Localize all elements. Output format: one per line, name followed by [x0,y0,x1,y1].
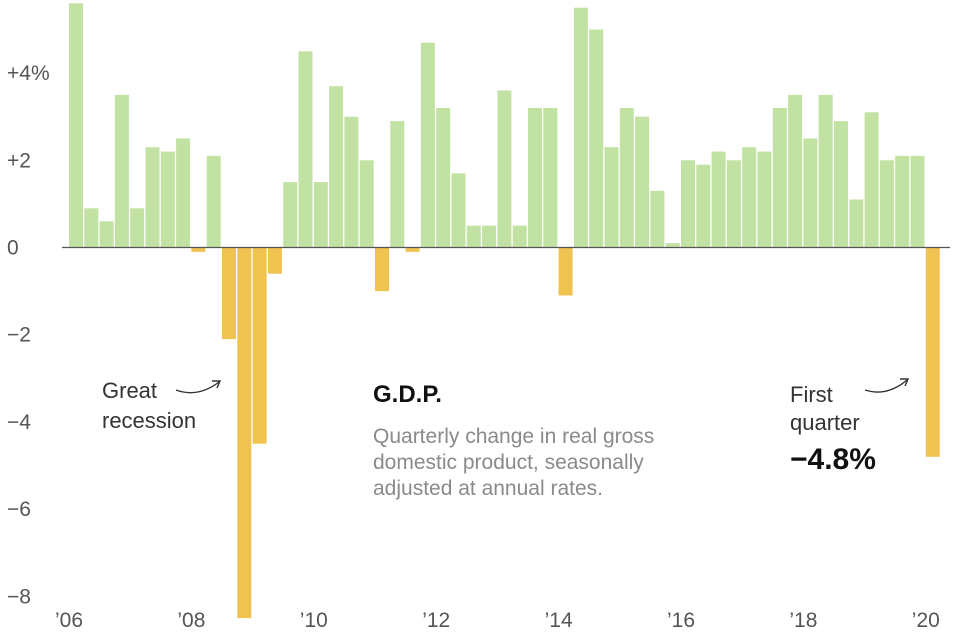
bar-quarter [160,151,175,248]
bar-quarter [222,247,236,340]
bar-quarter [206,155,221,248]
bar-quarter [84,208,99,248]
bar-quarter [665,243,680,248]
bar-quarter [757,151,772,248]
bar-quarter [267,247,282,274]
bar-quarter [834,121,848,248]
y-tick-label: −8 [7,585,31,608]
bar-quarter [298,51,313,248]
bar-quarter [573,7,588,248]
subtitle-line-1: Quarterly change in real gross [373,425,654,448]
y-tick-label: +4% [7,62,50,85]
bar-quarter [696,164,711,248]
y-tick-label: +2 [7,149,31,172]
x-tick-label: ’20 [912,609,940,632]
x-tick-label: ’12 [422,609,450,632]
bar-quarter [711,151,726,248]
recession-arrow-icon [175,381,220,394]
bar-quarter [329,86,344,248]
bar-quarter [788,94,803,248]
first-quarter-value: −4.8% [790,443,876,476]
bar-quarter [114,94,129,248]
bar-quarter [635,116,650,248]
subtitle-line-2: domestic product, seasonally [373,451,644,474]
bar-quarter [589,29,604,248]
bar-quarter [375,247,389,292]
y-tick-label: 0 [7,237,19,260]
y-tick-label: −2 [7,324,31,347]
x-tick-label: ’08 [177,609,205,632]
recession-label-line-1: Great [102,378,157,403]
bar-quarter [803,138,818,248]
bar-quarter [466,225,481,248]
bar-quarter [497,90,512,248]
bar-quarter [436,108,451,248]
bar-quarter [742,147,757,248]
bar-quarter [543,108,558,248]
bar-quarter [512,225,527,248]
bar-quarter [145,147,160,248]
x-tick-label: ’06 [55,609,83,632]
bar-quarter [650,190,665,248]
y-tick-label: −4 [7,411,31,434]
bar-quarter [283,182,298,248]
bar-quarter [910,155,925,248]
bar-quarter [252,247,267,444]
recession-label-line-2: recession [102,408,196,433]
bar-quarter [176,138,191,248]
bar-quarter [191,247,206,252]
chart-title: G.D.P. [373,381,442,408]
bar-quarter [849,199,864,248]
bar-quarter [99,221,114,248]
first-quarter-arrowhead-icon [900,378,910,387]
bar-quarter [482,225,497,248]
bar-quarter [420,42,435,248]
bar-quarter [619,108,634,248]
x-tick-label: ’18 [789,609,817,632]
bar-quarter [895,155,910,248]
first-quarter-arrow-icon [864,379,908,393]
bar-quarter [313,182,328,248]
bar-quarter [726,160,741,248]
recession-arrowhead-icon [212,380,222,389]
y-tick-label: −6 [7,498,31,521]
x-tick-label: ’14 [545,609,573,632]
subtitle-line-3: adjusted at annual rates. [373,477,603,500]
x-axis-labels: ’06 ’08 ’10 ’12 ’14 ’16 ’18 ’20 [55,609,940,632]
bar-quarter [772,108,787,248]
x-tick-label: ’10 [300,609,328,632]
bar-quarter [879,160,894,248]
bar-quarter [237,247,252,619]
x-tick-label: ’16 [667,609,695,632]
bar-quarter [344,116,359,248]
bar-quarter [451,173,466,248]
bar-quarter [925,247,940,457]
bar-quarter [69,3,83,248]
bar-quarter [528,108,542,248]
bar-quarter [818,94,833,248]
bars [69,3,940,619]
first-quarter-label-line-1: First [790,382,833,407]
bar-quarter [130,208,145,248]
bar-quarter [604,147,619,248]
bar-quarter [405,247,420,252]
bar-quarter [864,112,879,248]
bar-quarter [681,160,695,248]
bar-quarter [390,121,405,248]
bar-quarter [558,247,573,296]
first-quarter-label-line-2: quarter [790,410,860,435]
bar-quarter [359,160,374,248]
y-axis-labels: +4% +2 0 −2 −4 −6 −8 [7,62,50,608]
